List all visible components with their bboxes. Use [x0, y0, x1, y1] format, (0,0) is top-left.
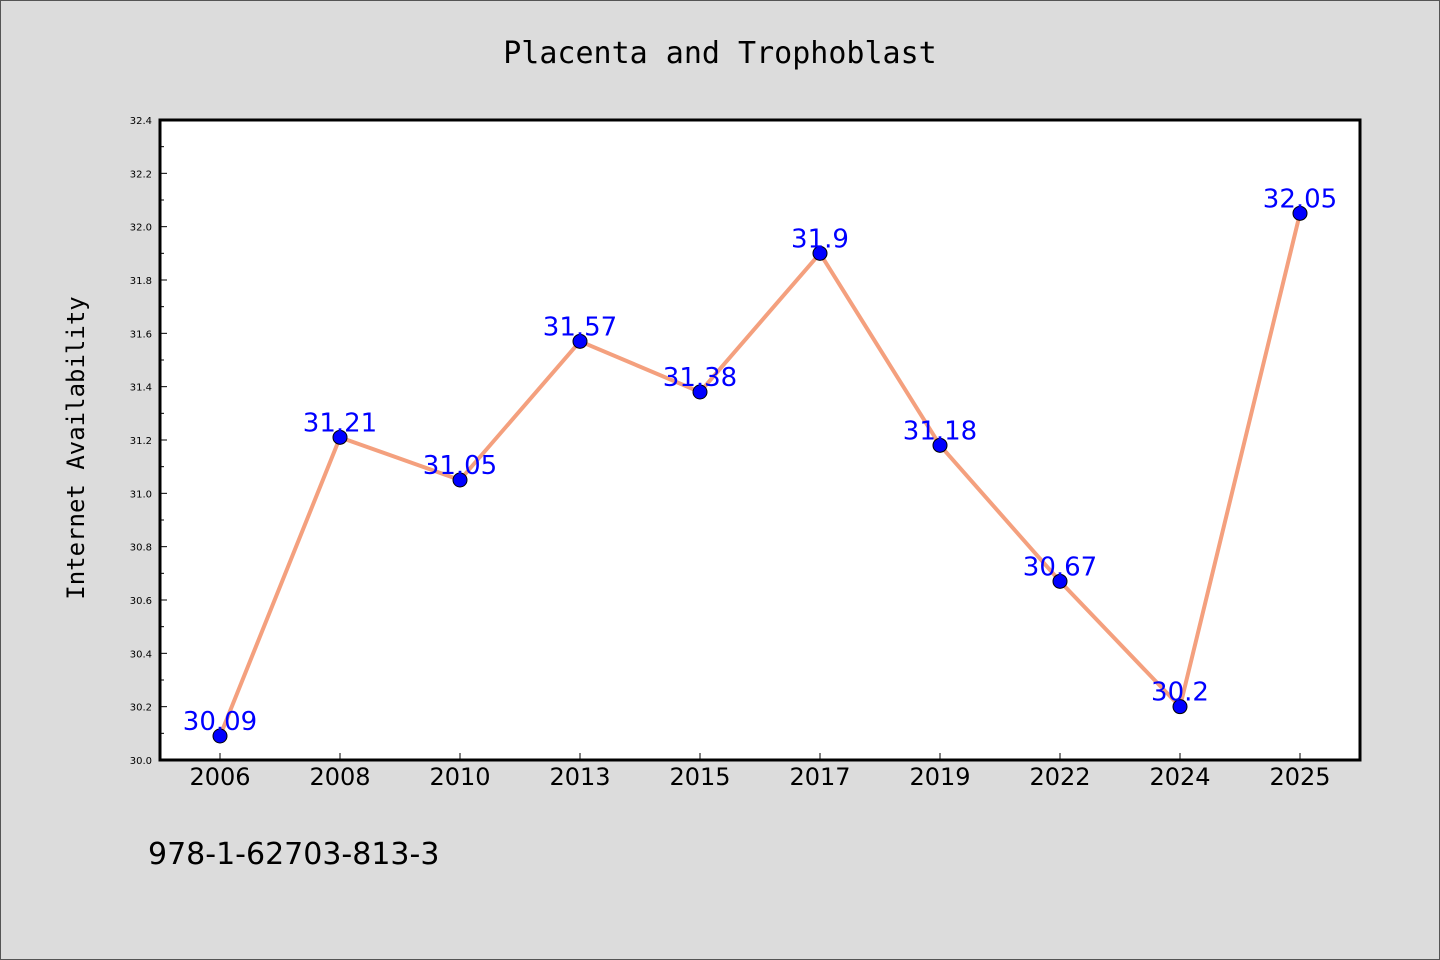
x-tick-label: 2008 — [309, 763, 370, 791]
data-point-marker — [1052, 573, 1068, 589]
y-tick-label: 30.2 — [130, 703, 152, 714]
y-tick-label: 32.0 — [130, 223, 152, 234]
data-point-marker — [812, 245, 828, 261]
data-label: 30.2 — [1151, 678, 1209, 708]
plot-area — [160, 120, 1360, 760]
data-label: 31.57 — [543, 312, 617, 342]
data-point-marker — [1172, 699, 1188, 715]
data-label: 30.09 — [183, 707, 257, 737]
data-point-marker — [452, 472, 468, 488]
data-labels-layer: 30.09 31.21 31.05 31.57 31.38 31.9 31.18 30.67 3… — [183, 184, 1337, 737]
plot-frame — [158, 118, 1362, 762]
data-point-marker — [692, 384, 708, 400]
y-tick-label: 31.4 — [130, 383, 152, 394]
data-label: 31.21 — [303, 408, 377, 438]
data-point-marker — [572, 333, 588, 349]
series-layer — [212, 205, 1308, 744]
data-point-marker — [1292, 205, 1308, 221]
x-tick-label: 2019 — [909, 763, 970, 791]
x-tick-label: 2025 — [1269, 763, 1330, 791]
x-axis-ticks: 2006 2008 2010 2013 2015 2017 2019 2022 2024 2025 — [189, 753, 1331, 791]
x-tick-label: 2010 — [429, 763, 490, 791]
x-tick-label: 2024 — [1149, 763, 1210, 791]
y-tick-label: 30.6 — [130, 596, 152, 607]
series-line — [218, 211, 1302, 738]
data-point-marker — [332, 429, 348, 445]
data-point-marker — [212, 728, 228, 744]
y-axis-label: Internet Availability — [62, 296, 90, 599]
y-tick-label: 31.2 — [130, 436, 152, 447]
y-tick-label: 31.8 — [130, 276, 152, 287]
x-tick-label: 2006 — [189, 763, 250, 791]
y-tick-label: 30.0 — [130, 756, 152, 767]
x-tick-label: 2022 — [1029, 763, 1090, 791]
chart-title: Placenta and Trophoblast — [503, 36, 936, 71]
y-tick-label: 31.6 — [130, 329, 152, 340]
data-label: 32.05 — [1263, 184, 1337, 214]
footer-id-text: 978-1-62703-813-3 — [148, 837, 439, 872]
x-tick-label: 2017 — [789, 763, 850, 791]
y-tick-label: 32.2 — [130, 169, 152, 180]
data-label: 30.67 — [1023, 552, 1097, 582]
y-tick-label: 30.4 — [130, 649, 152, 660]
y-tick-label: 32.4 — [130, 116, 152, 127]
data-label: 31.05 — [423, 451, 497, 481]
y-tick-label: 31.0 — [130, 489, 152, 500]
data-label: 31.18 — [903, 416, 977, 446]
x-tick-label: 2013 — [549, 763, 610, 791]
data-label: 31.9 — [791, 224, 849, 254]
x-tick-label: 2015 — [669, 763, 730, 791]
data-point-marker — [932, 437, 948, 453]
data-label: 31.38 — [663, 363, 737, 393]
y-tick-label: 30.8 — [130, 543, 152, 554]
